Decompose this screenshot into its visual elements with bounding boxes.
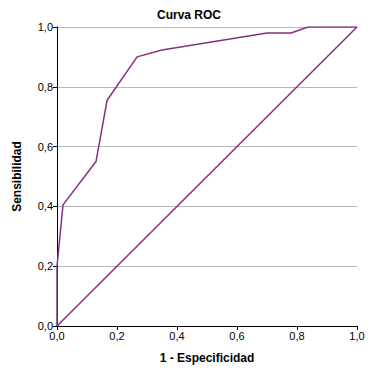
svg-text:0,0: 0,0 (37, 320, 53, 332)
svg-text:0,6: 0,6 (38, 141, 53, 153)
svg-text:Sensibilidad: Sensibilidad (10, 141, 24, 212)
svg-text:0,6: 0,6 (229, 330, 244, 342)
svg-text:1,0: 1,0 (38, 21, 53, 33)
svg-text:0,2: 0,2 (38, 260, 53, 272)
svg-text:0,8: 0,8 (289, 330, 304, 342)
svg-text:1 - Especificidad: 1 - Especificidad (160, 351, 255, 365)
svg-text:0,4: 0,4 (169, 330, 184, 342)
svg-text:1,0: 1,0 (349, 330, 364, 342)
svg-text:0,8: 0,8 (38, 81, 53, 93)
svg-text:0,4: 0,4 (38, 200, 53, 212)
svg-text:Curva ROC: Curva ROC (157, 8, 221, 22)
svg-text:0,0: 0,0 (49, 330, 64, 342)
svg-text:0,2: 0,2 (109, 330, 124, 342)
